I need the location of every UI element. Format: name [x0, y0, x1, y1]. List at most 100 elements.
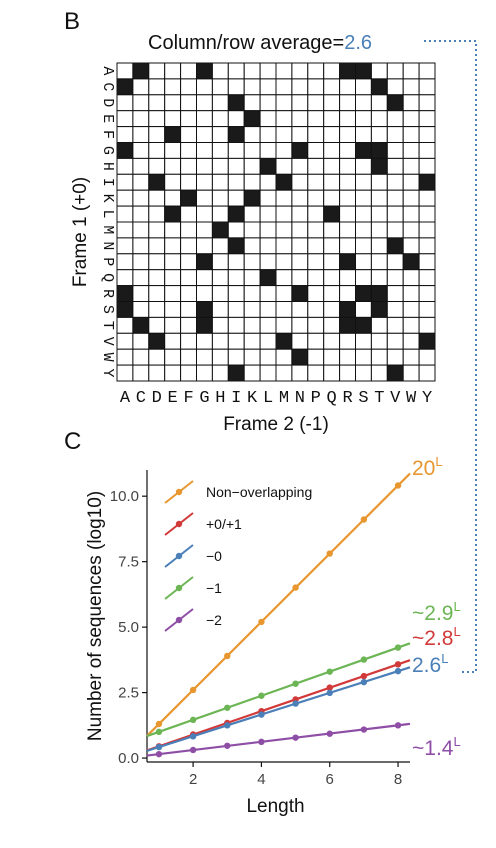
heatmap-cell [148, 126, 166, 143]
heatmap-col-label: F [183, 389, 193, 408]
heatmap-cell [323, 110, 341, 128]
data-point [326, 550, 333, 557]
heatmap-cell [211, 94, 229, 112]
heatmap-cell [418, 110, 436, 128]
heatmap-cell [259, 269, 277, 287]
heatmap-cell [211, 205, 229, 223]
heatmap-cell [291, 364, 309, 382]
heatmap-row-label: L [99, 210, 116, 219]
heatmap-cell [132, 126, 150, 143]
heatmap-cell [148, 364, 166, 382]
heatmap-cell [307, 110, 325, 128]
heatmap-cell [243, 157, 261, 175]
heatmap-cell [196, 126, 213, 143]
y-tick-label: 7.5 [118, 554, 139, 571]
heatmap-cell [116, 348, 134, 366]
heatmap-cell [180, 253, 198, 271]
heatmap-cell [164, 62, 182, 80]
heatmap-cell [418, 126, 436, 143]
heatmap-cell [323, 189, 341, 207]
series-end-label-base: ~2.9 [412, 602, 453, 625]
heatmap-cell [386, 94, 404, 112]
heatmap-cell [227, 221, 245, 239]
heatmap-cell [211, 157, 229, 175]
heatmap-cell [386, 221, 404, 239]
heatmap-cell [386, 110, 404, 128]
heatmap-cell [307, 173, 325, 191]
y-tick-label: 0.0 [118, 750, 139, 767]
heatmap-cell [196, 205, 213, 223]
data-point [258, 692, 265, 699]
heatmap-cell [323, 142, 341, 159]
heatmap-cell [180, 285, 198, 303]
heatmap-cell [275, 62, 293, 80]
heatmap-cell [196, 301, 213, 318]
heatmap-row-label: W [99, 353, 116, 362]
heatmap-cell [132, 301, 150, 318]
heatmap-row-label: A [99, 66, 116, 75]
heatmap-row-label: Y [99, 369, 116, 378]
series-end-label: ~2.8L [412, 624, 461, 650]
heatmap-cell [307, 189, 325, 207]
heatmap-cell [196, 253, 213, 271]
heatmap-col-label: K [247, 389, 258, 408]
heatmap-cell [307, 364, 325, 382]
heatmap-cell [307, 269, 325, 287]
heatmap-cell [339, 364, 357, 382]
data-point [394, 722, 402, 729]
heatmap-cell [196, 189, 213, 207]
heatmap-cell [211, 364, 229, 382]
heatmap-cell [227, 94, 245, 112]
heatmap-cell [355, 237, 372, 255]
heatmap-cell [116, 94, 134, 112]
heatmap-cell [180, 301, 198, 318]
heatmap-cell [370, 316, 388, 334]
heatmap-cell [211, 173, 229, 191]
heatmap-cell [116, 316, 134, 334]
heatmap-cell [307, 237, 325, 255]
data-point [360, 678, 368, 686]
heatmap-cell [402, 126, 420, 143]
heatmap-title-prefix: Column/row average= [148, 32, 344, 54]
heatmap-cell [291, 316, 309, 334]
heatmap-cell [339, 237, 357, 255]
series-end-label-sup: L [435, 454, 442, 469]
heatmap-cell [132, 78, 150, 96]
heatmap-cell [132, 94, 150, 112]
heatmap-cell [386, 237, 404, 255]
heatmap-cell [291, 205, 309, 223]
legend-label: −1 [206, 580, 222, 596]
heatmap-cell [259, 316, 277, 334]
heatmap-cell [307, 253, 325, 271]
legend-swatch-point [175, 616, 183, 624]
heatmap-cell [211, 253, 229, 271]
heatmap-cell [339, 285, 357, 303]
data-point [326, 668, 333, 675]
legend-label: −2 [206, 612, 222, 628]
heatmap-cell [339, 62, 357, 80]
heatmap-cell [418, 78, 436, 96]
heatmap-cell [275, 110, 293, 128]
heatmap-cell [418, 94, 436, 112]
heatmap-cell [402, 364, 420, 382]
heatmap-cell [164, 316, 182, 334]
heatmap-cell [132, 142, 150, 159]
heatmap-cell [243, 94, 261, 112]
heatmap-cell [148, 301, 166, 318]
heatmap-cell [291, 173, 309, 191]
heatmap-cell [211, 78, 229, 96]
heatmap-cell [307, 126, 325, 143]
heatmap-cell [227, 110, 245, 128]
heatmap-cell [339, 142, 357, 159]
heatmap-col-label: E [168, 389, 178, 408]
heatmap-cell [211, 126, 229, 143]
heatmap-row-label: I [99, 178, 116, 187]
heatmap-cell [386, 285, 404, 303]
heatmap-cell [243, 62, 261, 80]
data-point [394, 644, 402, 651]
heatmap-cell [291, 189, 309, 207]
heatmap-cell [355, 221, 372, 239]
heatmap-cell [291, 253, 309, 271]
heatmap-cell [418, 301, 436, 318]
